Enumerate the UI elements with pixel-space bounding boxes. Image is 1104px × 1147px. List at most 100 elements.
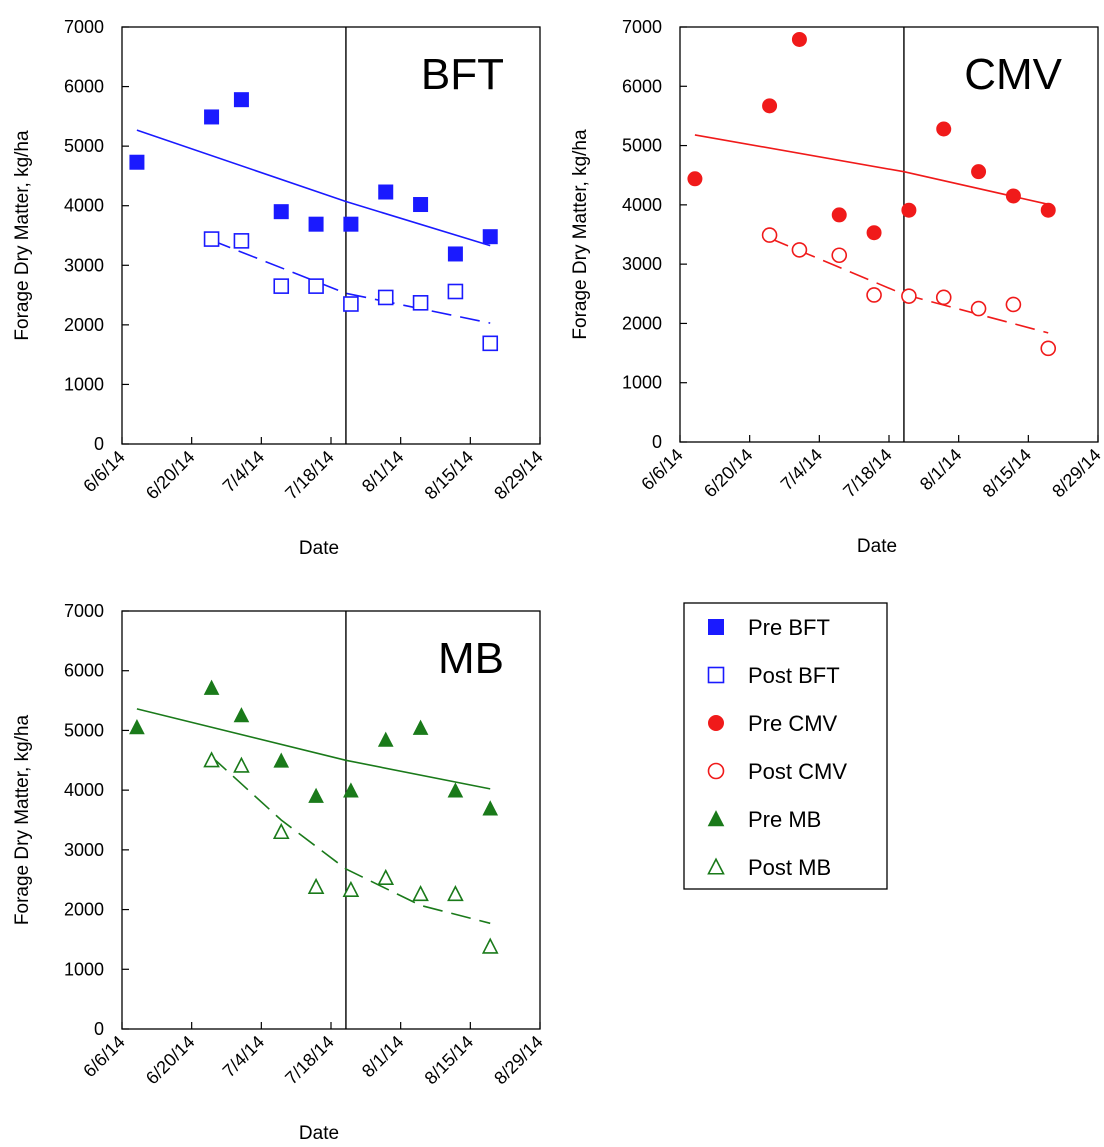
panel-title: MB [438,634,504,683]
data-point [233,233,250,249]
x-tick-label: 7/4/14 [777,445,827,495]
y-tick-label: 1000 [622,373,662,393]
x-tick-label: 6/6/14 [637,445,687,495]
data-point [203,231,220,247]
y-tick-label: 4000 [622,195,662,215]
y-tick-label: 0 [94,434,104,454]
y-tick-label: 7000 [622,17,662,37]
data-point [307,877,325,894]
series-pre-bft [129,92,498,262]
x-tick-label: 8/29/14 [490,447,547,504]
y-tick-label: 1000 [64,374,104,394]
data-point [129,154,145,170]
data-point [203,751,220,768]
chart-panel-bft: 0 1000 2000 3000 4000 5000 6000 7000 6/6/14 6/20/… [12,17,547,559]
data-point [342,880,360,897]
trend-line-post-cmv [769,237,1049,334]
y-tick-label: 3000 [64,840,104,860]
x-tick-label: 7/4/14 [219,447,269,497]
legend-marker-triangle-filled [707,810,725,827]
data-point [482,335,499,352]
data-point [129,719,145,735]
x-tick-label: 7/18/14 [281,447,338,504]
y-tick-label: 3000 [622,254,662,274]
data-point [831,247,848,264]
data-point [273,204,289,220]
data-point [412,295,429,311]
y-tick-label: 0 [94,1019,104,1039]
legend-item-pre-bft: Pre BFT [708,615,830,640]
data-point [412,884,429,902]
data-point [413,197,429,213]
legend-marker-triangle-open [707,857,725,875]
series-post-mb [203,751,499,954]
legend-marker-square-open [707,666,725,684]
data-point [203,679,220,695]
series-pre-mb [129,679,499,816]
x-tick-label: 6/20/14 [700,445,757,502]
data-point [936,121,952,137]
data-point [935,289,952,306]
trend-line-pre-bft [136,129,491,247]
legend: Pre BFT Post BFT Pre CMV Post CMV Pre MB Post… [683,602,888,890]
legend-item-pre-cmv: Pre CMV [708,711,838,736]
series-pre-cmv [687,31,1056,241]
data-point [233,707,250,723]
data-point [377,868,395,886]
series-post-bft [203,231,499,352]
data-point [343,782,359,798]
y-tick-label: 4000 [64,196,104,216]
data-point [866,225,882,241]
x-tick-label: 7/4/14 [219,1032,269,1082]
legend-label: Pre CMV [748,711,838,736]
data-point [447,283,464,300]
x-tick-label: 8/29/14 [490,1032,547,1089]
data-point [481,937,499,954]
data-point [378,184,394,200]
chart-panel-cmv: 0 1000 2000 3000 4000 5000 6000 7000 6/6/14 6/20/… [570,17,1104,557]
y-tick-label: 1000 [64,959,104,979]
x-axis-title: Date [299,538,339,559]
panel-title: BFT [421,50,504,99]
x-tick-label: 8/1/14 [358,1032,408,1082]
legend-label: Pre BFT [748,615,830,640]
data-point [308,278,324,294]
y-tick-label: 7000 [64,601,104,621]
data-point [791,242,808,258]
data-point [204,109,220,125]
data-point [762,98,778,114]
x-tick-label: 8/15/14 [421,1032,478,1089]
data-point [377,289,394,306]
legend-item-post-bft: Post BFT [707,663,840,688]
x-tick-label: 8/1/14 [358,447,408,497]
y-tick-label: 0 [652,432,662,452]
legend-label: Post MB [748,855,831,880]
x-axis-title: Date [299,1123,339,1144]
trend-line-post-bft [211,239,491,324]
legend-frame [683,602,888,890]
chart-panel-mb: 0 1000 2000 3000 4000 5000 6000 7000 6/6/14 6/20/… [12,601,547,1144]
data-point [447,246,463,262]
data-point [761,227,778,243]
legend-marker-square-filled [708,619,724,635]
y-tick-label: 6000 [64,661,104,681]
data-point [831,207,847,223]
data-point [866,287,882,303]
data-point [1040,202,1056,218]
x-tick-label: 8/29/14 [1048,445,1104,502]
x-tick-label: 8/15/14 [421,447,478,504]
data-point [791,31,807,47]
data-point [233,756,250,773]
y-tick-label: 4000 [64,780,104,800]
y-axis-title: Forage Dry Matter, kg/ha [570,129,591,340]
data-point [1005,296,1022,313]
legend-marker-circle-filled [708,715,724,731]
y-tick-label: 5000 [64,720,104,740]
trend-line-pre-mb [136,708,491,790]
data-point [273,278,290,294]
data-point [1040,340,1057,357]
data-point [272,822,290,840]
data-point [377,731,394,747]
legend-item-post-cmv: Post CMV [707,759,847,784]
